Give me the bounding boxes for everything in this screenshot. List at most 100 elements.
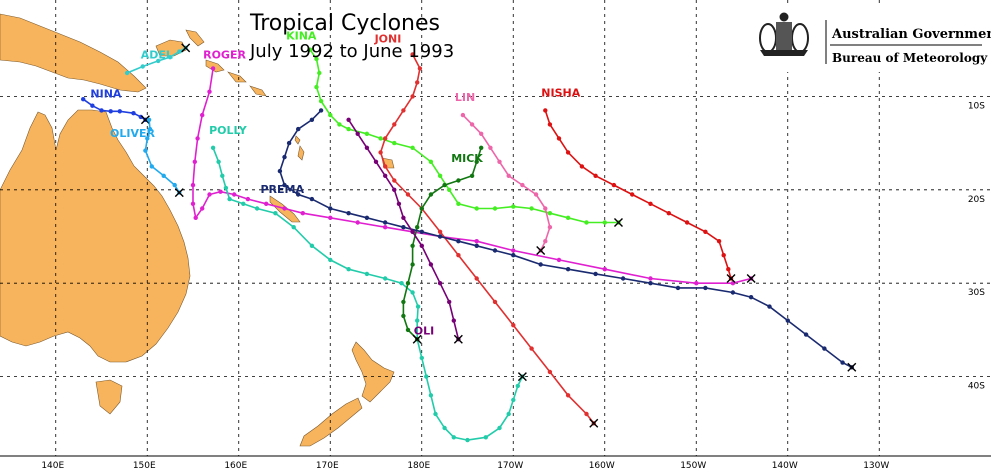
track-point <box>565 150 571 155</box>
track-point <box>364 131 370 136</box>
cyclone-name-labels: ADEL NINA ROGER OLIVER POLLY KINA JONI LIN NISHA… <box>90 30 580 338</box>
track-point <box>511 248 516 253</box>
track-point <box>451 318 456 323</box>
cyclone-track-nina <box>81 97 150 125</box>
cyclone-label-oli: OLI <box>414 325 434 338</box>
track-point <box>565 267 571 272</box>
track-end-marker <box>746 274 756 284</box>
track-point <box>648 276 653 281</box>
track-point <box>584 411 589 417</box>
track-point <box>207 192 212 197</box>
track-point <box>282 206 287 211</box>
cyclone-tracks <box>81 43 857 443</box>
track-point <box>145 136 150 141</box>
cyclone-track-kina <box>307 47 623 227</box>
track-point <box>167 55 173 60</box>
land-masses <box>0 13 395 447</box>
track-point <box>314 56 319 62</box>
track-end-marker <box>140 115 150 125</box>
track-point <box>511 323 516 328</box>
track-point <box>726 267 731 272</box>
track-point <box>296 126 301 132</box>
track-point <box>282 182 287 188</box>
track-point <box>767 304 772 309</box>
cyclone-label-kina: KINA <box>286 30 317 43</box>
track-point <box>694 281 699 286</box>
track-point <box>383 220 388 225</box>
track-point <box>337 122 342 127</box>
cyclone-label-adel: ADEL <box>141 49 173 62</box>
track-point <box>200 206 205 211</box>
track-point <box>533 192 539 197</box>
track-point <box>286 140 292 146</box>
track-point <box>442 182 447 188</box>
track-point <box>721 253 726 258</box>
track-point <box>703 229 708 234</box>
lon-tick-label: 160E <box>224 461 247 471</box>
track-point <box>529 206 534 211</box>
track-point <box>602 267 607 272</box>
track-point <box>241 201 246 206</box>
track-point <box>401 313 406 319</box>
track-point <box>543 206 548 211</box>
track-point <box>300 211 305 216</box>
cyclone-label-prema: PREMA <box>261 183 305 196</box>
track-point <box>547 211 553 216</box>
track-point <box>401 215 406 220</box>
track-point <box>565 393 571 398</box>
track-point <box>483 435 488 440</box>
track-point <box>675 285 681 291</box>
track-point <box>378 150 383 155</box>
track-point <box>392 122 397 127</box>
lon-tick-label: 150W <box>680 461 706 471</box>
track-point <box>143 148 148 153</box>
lon-tick-label: 170W <box>497 461 523 471</box>
track-point <box>543 239 548 244</box>
track-point <box>309 117 315 123</box>
track-point <box>716 239 722 244</box>
cyclone-track-polly <box>210 145 527 443</box>
track-point <box>140 64 145 69</box>
track-line <box>544 110 732 279</box>
cyclone-label-oliver: OLIVER <box>110 127 155 140</box>
track-point <box>401 299 406 305</box>
track-point <box>666 211 671 216</box>
cyclone-track-prema <box>277 108 857 372</box>
lat-lon-grid <box>0 0 991 457</box>
track-end-marker <box>453 334 463 344</box>
track-point <box>218 189 223 194</box>
track-point <box>149 164 154 169</box>
track-point <box>383 173 388 178</box>
land-tasmania <box>95 379 123 415</box>
track-point <box>803 332 809 337</box>
track-point <box>392 140 397 146</box>
track-point <box>396 201 402 206</box>
cyclone-track-adel <box>124 43 191 76</box>
government-name: Australian Government <box>831 27 991 42</box>
axis-tick-labels: 140E 150E 160E 170E 180E 170W 160W 150W 140W 130W… <box>41 101 985 471</box>
track-point <box>822 346 827 351</box>
track-point <box>556 257 562 263</box>
track-point <box>497 159 502 164</box>
track-point <box>410 94 415 99</box>
track-point <box>307 47 313 52</box>
track-point <box>511 397 516 403</box>
land-new-ireland <box>185 29 205 47</box>
track-point <box>428 159 434 164</box>
track-point <box>529 346 534 351</box>
land-vanuatu <box>294 135 305 161</box>
track-point <box>460 112 466 118</box>
track-point <box>447 187 452 192</box>
cyclone-label-nisha: NISHA <box>541 86 580 99</box>
track-point <box>547 122 553 127</box>
track-point <box>428 262 434 267</box>
track-point <box>593 271 598 277</box>
cyclone-track-mick <box>401 145 484 344</box>
cyclone-label-joni: JONI <box>374 32 402 45</box>
cyclone-track-oliver <box>143 117 184 198</box>
track-point <box>346 117 351 123</box>
track-point <box>456 178 461 183</box>
track-point <box>383 276 388 281</box>
track-point <box>317 70 322 76</box>
